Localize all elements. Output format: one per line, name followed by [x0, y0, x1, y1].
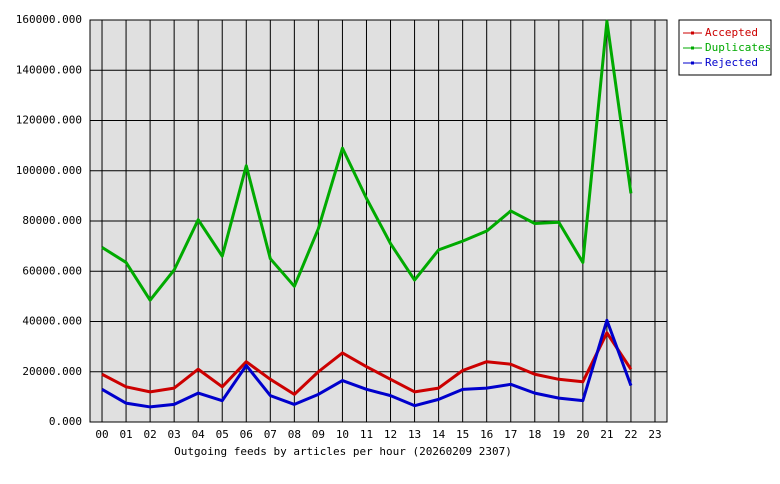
- legend-label: Accepted: [705, 26, 758, 39]
- y-tick-label: 140000.000: [16, 63, 82, 76]
- legend-label: Rejected: [705, 56, 758, 69]
- y-tick-label: 160000.000: [16, 13, 82, 26]
- x-tick-label: 19: [552, 428, 565, 441]
- legend-swatch-marker: [691, 46, 694, 50]
- legend-swatch-marker: [691, 31, 694, 35]
- y-tick-label: 20000.000: [22, 365, 82, 378]
- x-tick-label: 00: [95, 428, 108, 441]
- x-tick-label: 20: [576, 428, 589, 441]
- legend-swatch-marker: [691, 61, 694, 65]
- series-line: [101, 318, 633, 409]
- plot-border: [89, 19, 668, 423]
- x-tick-label: 14: [432, 428, 446, 441]
- x-tick-label: 08: [288, 428, 301, 441]
- y-tick-label: 40000.000: [22, 315, 82, 328]
- x-tick-label: 09: [312, 428, 325, 441]
- x-tick-label: 03: [168, 428, 181, 441]
- x-tick-label: 12: [384, 428, 397, 441]
- x-tick-label: 01: [119, 428, 132, 441]
- x-tick-label: 23: [648, 428, 661, 441]
- x-tick-label: 21: [600, 428, 613, 441]
- x-tick-label: 16: [480, 428, 493, 441]
- x-tick-label: 02: [143, 428, 156, 441]
- series-line: [101, 331, 633, 396]
- y-tick-label: 60000.000: [22, 264, 82, 277]
- legend-label: Duplicates: [705, 41, 771, 54]
- x-tick-label: 22: [624, 428, 637, 441]
- x-tick-label: 17: [504, 428, 517, 441]
- x-tick-label: 04: [192, 428, 206, 441]
- x-tick-label: 13: [408, 428, 421, 441]
- x-axis-label: Outgoing feeds by articles per hour (202…: [174, 445, 512, 458]
- y-tick-label: 0.000: [49, 415, 82, 428]
- x-tick-label: 07: [264, 428, 277, 441]
- y-tick-label: 120000.000: [16, 114, 82, 127]
- x-tick-label: 05: [216, 428, 229, 441]
- x-tick-label: 11: [360, 428, 373, 441]
- x-tick-label: 18: [528, 428, 541, 441]
- y-tick-label: 100000.000: [16, 164, 82, 177]
- x-tick-label: 10: [336, 428, 349, 441]
- y-tick-label: 80000.000: [22, 214, 82, 227]
- x-tick-label: 15: [456, 428, 469, 441]
- x-tick-label: 06: [240, 428, 253, 441]
- series-line: [101, 19, 633, 302]
